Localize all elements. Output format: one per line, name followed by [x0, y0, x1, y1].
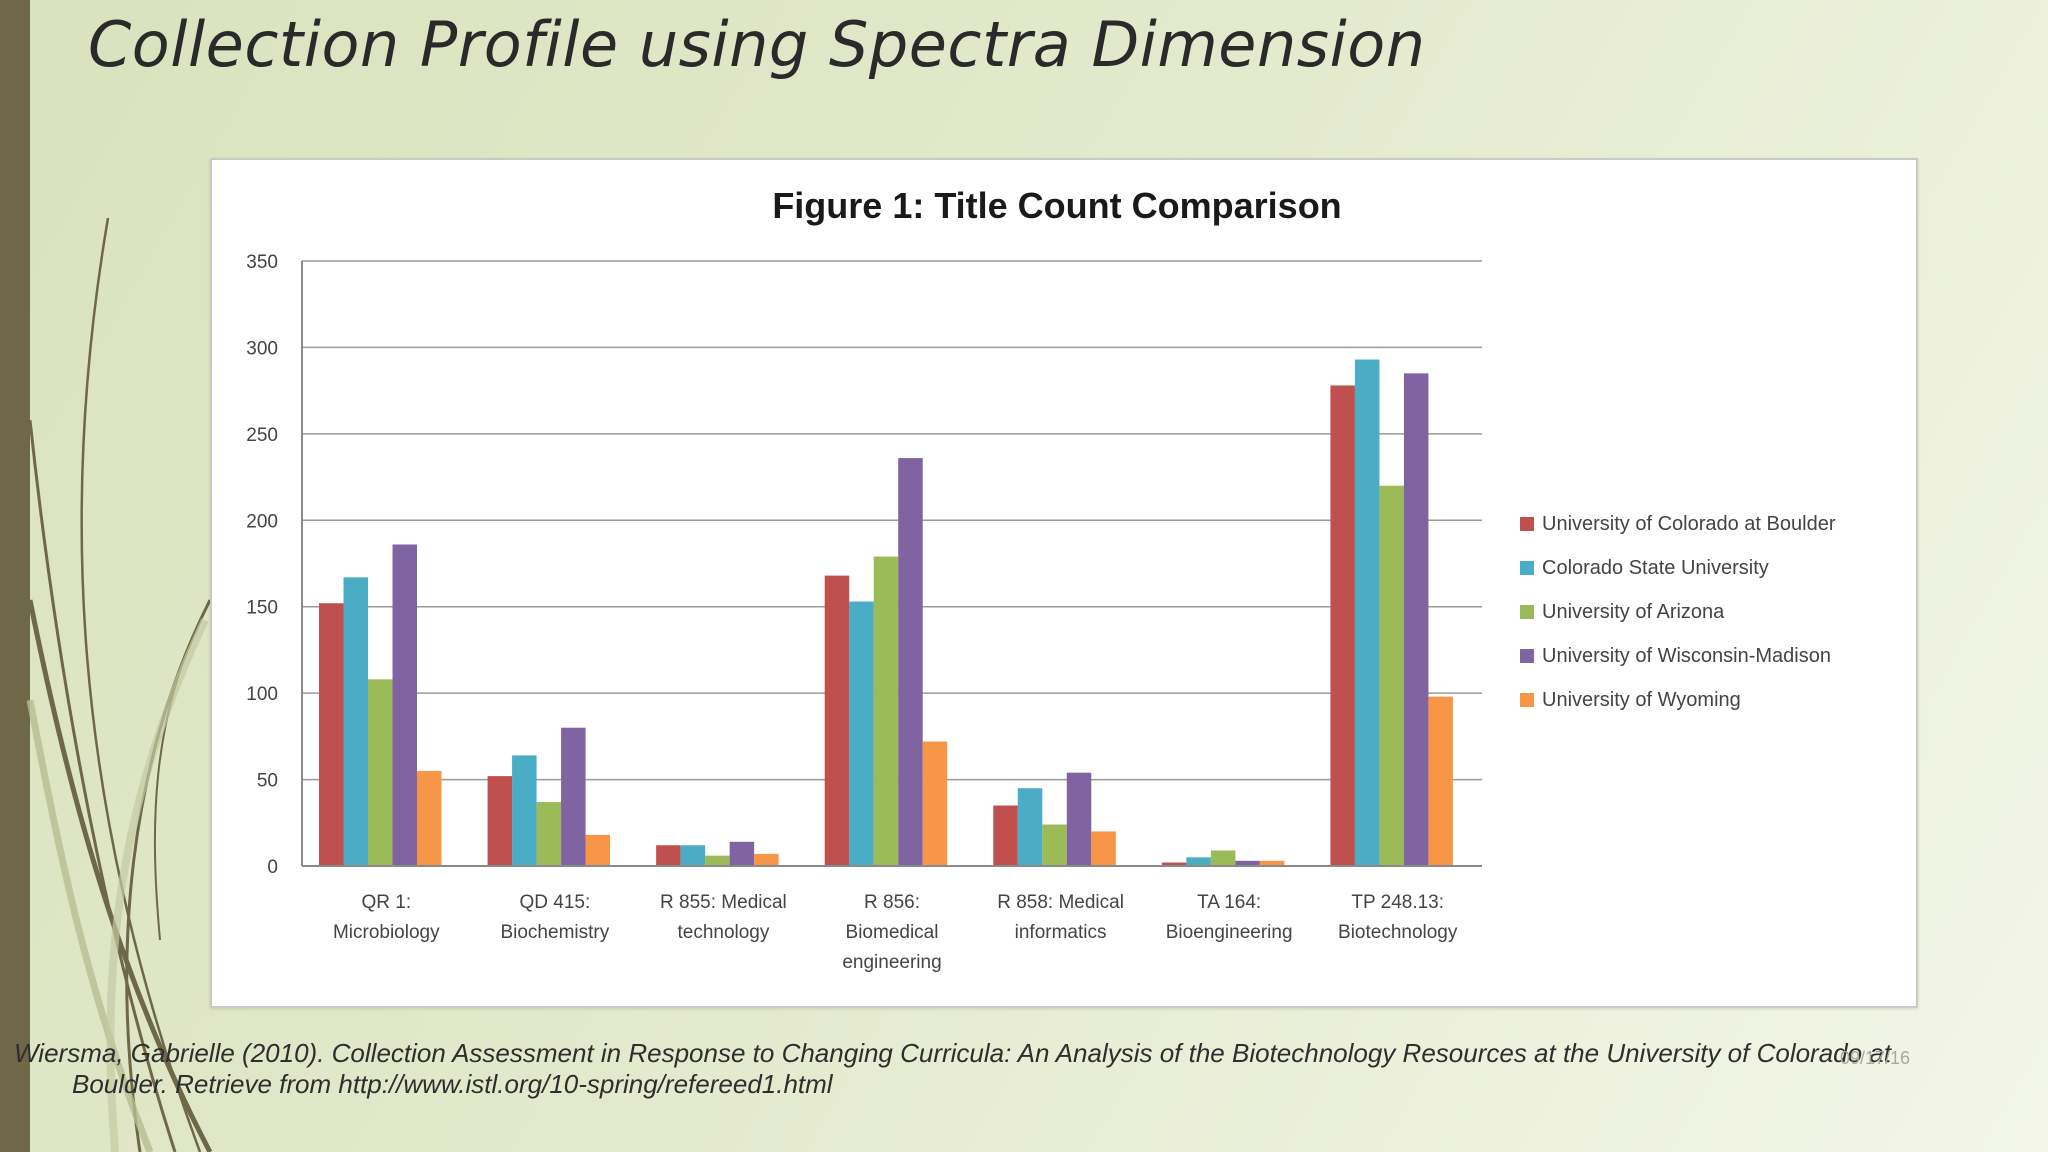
bar — [873, 556, 899, 866]
y-tick-label: 50 — [257, 771, 278, 792]
bar — [1379, 485, 1404, 866]
chart-frame: 0 50 100 150 200 250 300 350 QR 1: Microbiology QD… — [210, 158, 1918, 1008]
bar — [561, 727, 586, 866]
bar — [729, 841, 755, 866]
legend-swatch — [1520, 605, 1534, 619]
y-tick-label: 300 — [246, 338, 278, 359]
axes: 0 50 100 150 200 250 300 350 QR 1: Microbiology QD… — [246, 252, 1482, 973]
x-tick-label: TP 248.13: — [1351, 892, 1444, 913]
y-tick-label: 0 — [267, 857, 278, 878]
legend-swatch — [1520, 649, 1534, 663]
citation-line-1: Wiersma, Gabrielle (2010). Collection As… — [14, 1038, 1892, 1068]
bars — [319, 359, 1453, 866]
legend-swatch — [1520, 561, 1534, 575]
legend-swatch — [1520, 693, 1534, 707]
bar — [368, 679, 393, 866]
bar — [1428, 696, 1453, 866]
bar — [680, 845, 706, 866]
x-tick-label: engineering — [842, 952, 941, 973]
x-tick-label: QR 1: — [361, 892, 411, 913]
y-tick-label: 250 — [246, 425, 278, 446]
x-tick-label: R 856: — [864, 892, 920, 913]
bar — [1017, 788, 1043, 866]
bar — [1235, 860, 1260, 866]
slide-title: Collection Profile using Spectra Dimensi… — [88, 8, 1426, 81]
bar — [898, 458, 923, 866]
bar — [1259, 860, 1285, 866]
bar — [1161, 862, 1187, 866]
bar — [585, 834, 611, 866]
y-tick-label: 200 — [246, 511, 278, 532]
bar — [417, 770, 442, 866]
legend-swatch — [1520, 517, 1534, 531]
y-tick-label: 350 — [246, 252, 278, 273]
legend-label: University of Arizona — [1542, 601, 1725, 623]
bar — [512, 755, 537, 866]
bar — [849, 601, 874, 866]
bar — [705, 855, 730, 866]
bar — [536, 802, 562, 866]
bar — [1354, 359, 1380, 866]
y-tick-label: 150 — [246, 598, 278, 619]
bar — [392, 544, 417, 866]
legend-label: University of Wisconsin-Madison — [1542, 645, 1831, 667]
bar — [343, 577, 368, 866]
x-tick-label: R 858: Medical — [997, 892, 1124, 913]
x-tick-label: QD 415: — [519, 892, 590, 913]
y-tick-label: 100 — [246, 684, 278, 705]
citation-line-2: Boulder. Retrieve from http://www.istl.o… — [72, 1069, 833, 1099]
x-tick-label: technology — [677, 922, 769, 943]
bar-chart: 0 50 100 150 200 250 300 350 QR 1: Microbiology QD… — [246, 185, 1836, 973]
bar — [1403, 373, 1429, 866]
bar — [1186, 857, 1211, 866]
bar — [656, 845, 681, 866]
x-tick-label: Biotechnology — [1338, 922, 1458, 943]
chart-title: Figure 1: Title Count Comparison — [772, 185, 1341, 226]
bar — [1330, 385, 1355, 866]
bar — [1066, 772, 1092, 866]
bar — [1042, 824, 1067, 866]
bar — [993, 805, 1018, 866]
bar — [754, 853, 779, 866]
bar — [487, 776, 513, 866]
x-tick-label: R 855: Medical — [660, 892, 787, 913]
x-tick-label: TA 164: — [1197, 892, 1261, 913]
slide-date: 09/17/16 — [1840, 1048, 1911, 1068]
bar — [319, 603, 344, 866]
citation: Wiersma, Gabrielle (2010). Collection As… — [14, 1038, 2024, 1100]
decorative-swoosh — [26, 217, 213, 1152]
x-tick-label: Biochemistry — [500, 922, 609, 943]
legend: University of Colorado at Boulder Colorad… — [1520, 513, 1836, 711]
bar — [1091, 831, 1116, 866]
bar — [824, 575, 850, 866]
slide-side-bar — [0, 0, 30, 1152]
x-tick-label: Bioengineering — [1166, 922, 1293, 943]
x-tick-label: informatics — [1015, 922, 1107, 943]
bar — [1210, 850, 1236, 866]
legend-label: University of Colorado at Boulder — [1542, 513, 1836, 535]
x-tick-label: Biomedical — [846, 922, 939, 943]
legend-label: University of Wyoming — [1542, 689, 1741, 711]
x-tick-label: Microbiology — [333, 922, 440, 943]
legend-label: Colorado State University — [1542, 557, 1769, 579]
bar — [922, 741, 948, 866]
